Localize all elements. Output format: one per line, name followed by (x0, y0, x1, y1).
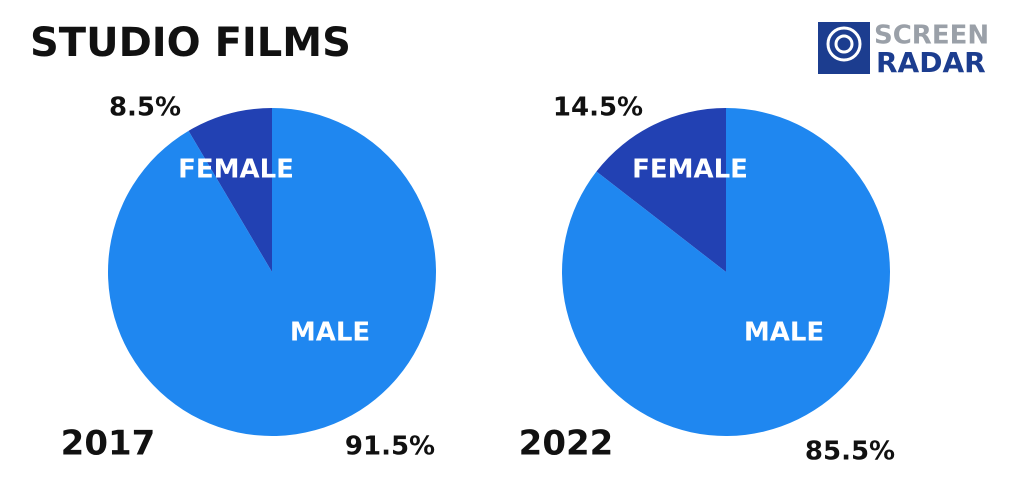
logo: SCREEN RADAR (818, 21, 989, 79)
value-label: 85.5% (805, 437, 895, 467)
logo-text: RADAR (876, 46, 986, 79)
slice-label: FEMALE (632, 155, 748, 185)
slice-label: FEMALE (178, 155, 294, 185)
value-label: 91.5% (345, 432, 435, 462)
pie-label: 2017 (61, 424, 156, 464)
pie-slice (561, 108, 890, 436)
chart-title: STUDIO FILMS (30, 20, 351, 66)
pie-slice (596, 108, 726, 272)
pie-slice (107, 108, 436, 436)
value-label: 8.5% (109, 93, 181, 123)
pie-label: 2022 (519, 424, 614, 464)
pie-slice (188, 108, 272, 272)
slice-label: MALE (290, 318, 370, 348)
logo-icon (818, 22, 870, 74)
value-label: 14.5% (553, 93, 643, 123)
slice-label: MALE (744, 318, 824, 348)
logo-text: SCREEN (874, 21, 989, 51)
logo-ring (834, 34, 854, 54)
logo-ring (826, 26, 862, 62)
